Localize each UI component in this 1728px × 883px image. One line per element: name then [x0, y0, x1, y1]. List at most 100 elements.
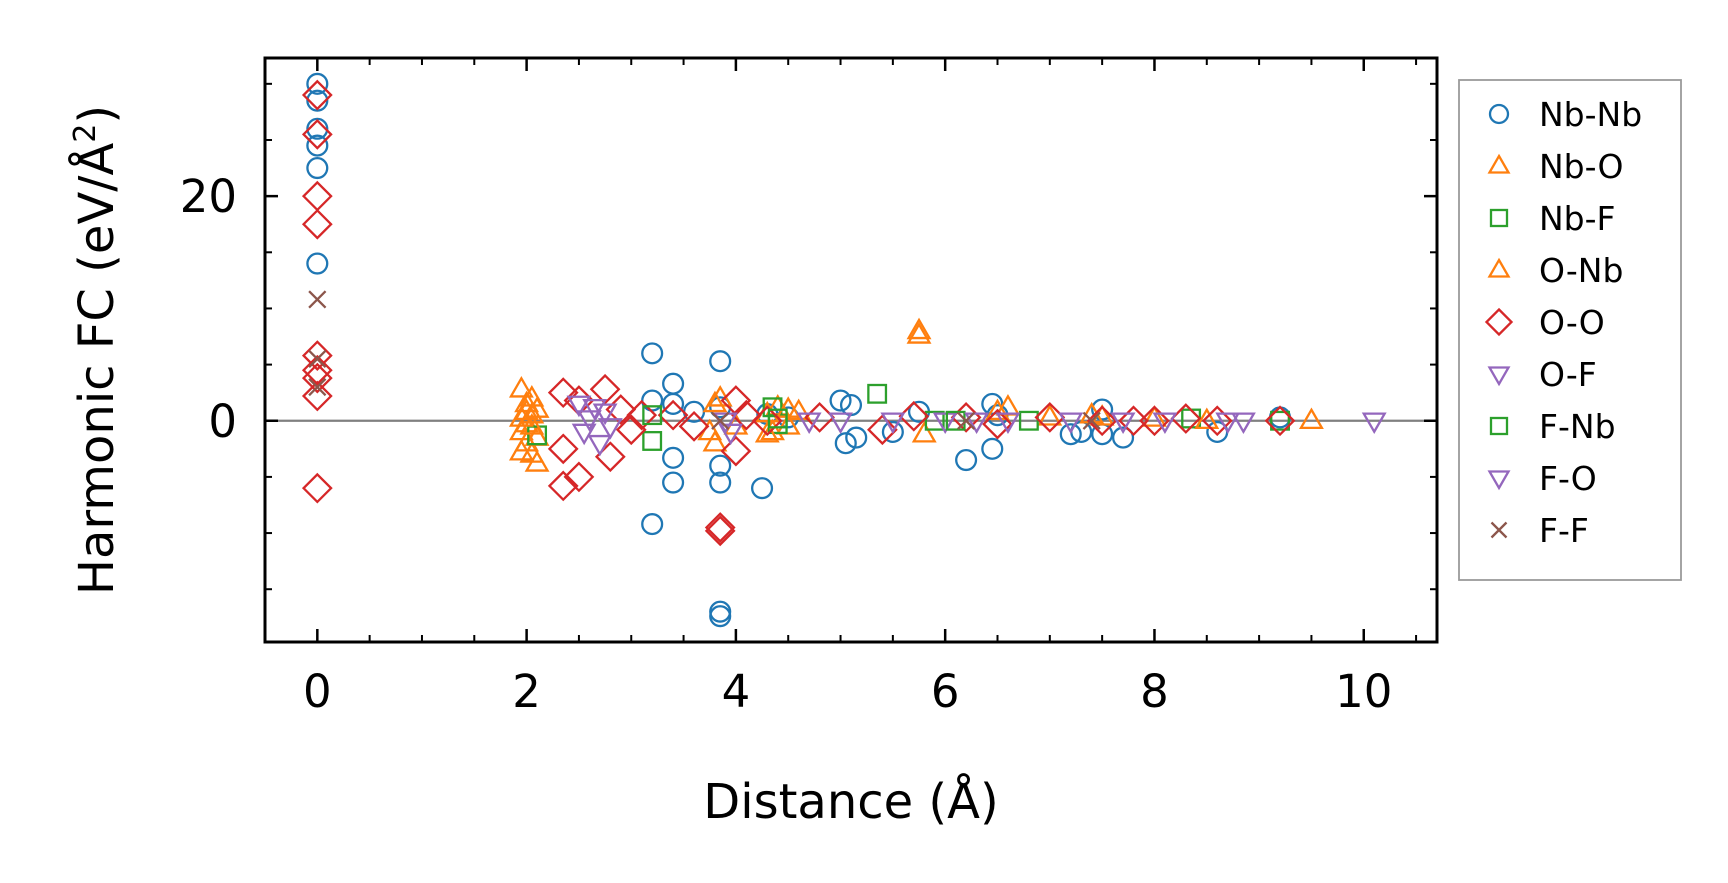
- legend-marker: [1489, 208, 1509, 228]
- legend-label: F-O: [1539, 459, 1597, 498]
- data-point: [626, 399, 658, 431]
- data-point: [597, 418, 623, 440]
- data-point: [1215, 412, 1241, 435]
- legend-label: Nb-Nb: [1539, 95, 1642, 134]
- x-tick-label: 4: [722, 665, 751, 718]
- data-point: [301, 79, 333, 111]
- data-point: [924, 410, 945, 431]
- legend-marker: [1487, 257, 1511, 278]
- data-point: [760, 418, 785, 441]
- data-point: [306, 134, 329, 157]
- data-point: [301, 180, 333, 212]
- data-point: [308, 377, 327, 397]
- data-point: [657, 399, 689, 431]
- data-point: [709, 471, 732, 494]
- data-point: [642, 405, 663, 426]
- data-point: [1270, 410, 1290, 431]
- legend-item-nb-f: Nb-F: [1489, 199, 1616, 238]
- data-point: [709, 605, 732, 628]
- data-point: [709, 350, 732, 373]
- legend-marker: [1484, 307, 1514, 337]
- data-point: [704, 512, 736, 543]
- data-point: [1142, 405, 1167, 427]
- data-point: [775, 396, 801, 418]
- series-o-nb: [508, 390, 1220, 443]
- axis-ticks: 0 2 4 6 8 10 0 20: [180, 58, 1437, 718]
- data-point: [547, 470, 579, 502]
- data-point: [678, 410, 710, 442]
- data-point: [301, 380, 333, 412]
- series-f-o: [582, 398, 1256, 440]
- x-tick-label: 0: [303, 665, 332, 718]
- axis-labels: Distance (Å) Harmonic FC (eV/Å2): [68, 105, 999, 830]
- data-point: [662, 446, 685, 469]
- data-point: [571, 423, 597, 446]
- legend-marker: [1487, 366, 1511, 387]
- data-point: [547, 433, 579, 465]
- legend-label: Nb-O: [1539, 147, 1623, 186]
- data-point: [1170, 403, 1202, 434]
- legend-item-f-nb: F-Nb: [1489, 407, 1616, 446]
- legend-marker: [1489, 416, 1509, 436]
- data-point: [301, 118, 333, 150]
- series-nb-o: [508, 317, 1324, 472]
- data-point: [1194, 407, 1220, 430]
- data-point: [589, 373, 621, 405]
- data-point: [1152, 412, 1178, 435]
- data-point: [508, 438, 534, 461]
- x-tick-label: 8: [1140, 665, 1169, 718]
- data-point: [932, 412, 958, 435]
- data-point: [730, 399, 762, 431]
- data-point: [1018, 410, 1039, 431]
- data-point: [796, 412, 822, 435]
- data-point: [306, 72, 329, 95]
- data-point: [306, 117, 329, 140]
- data-point: [751, 405, 783, 437]
- x-tick-label: 2: [512, 665, 541, 718]
- data-point: [301, 362, 333, 394]
- legend-marker: [1490, 521, 1508, 539]
- data-point: [1118, 405, 1149, 437]
- data-point: [711, 411, 730, 430]
- data-point: [957, 411, 976, 430]
- legend-item-f-f: F-F: [1490, 511, 1589, 550]
- data-point: [702, 429, 728, 452]
- data-point: [911, 420, 937, 443]
- data-point: [704, 515, 736, 547]
- data-point: [720, 435, 752, 467]
- legend-marker: [1487, 153, 1511, 174]
- data-point: [1298, 407, 1324, 430]
- legend-item-nb-nb: Nb-Nb: [1488, 95, 1642, 134]
- legend-item-f-o: F-O: [1487, 459, 1597, 498]
- data-point: [662, 392, 685, 415]
- legend-item-nb-o: Nb-O: [1487, 147, 1623, 186]
- data-point: [306, 252, 329, 275]
- data-point: [709, 454, 732, 477]
- data-point: [519, 413, 545, 435]
- data-point: [582, 398, 608, 421]
- series-o-f: [566, 395, 1387, 457]
- data-point: [718, 423, 744, 446]
- data-point: [563, 461, 595, 493]
- data-point: [834, 432, 857, 455]
- data-point: [592, 403, 618, 426]
- data-point: [301, 472, 333, 504]
- legend-item-o-o: O-O: [1484, 303, 1605, 342]
- legend-label: O-Nb: [1539, 251, 1623, 290]
- data-point: [1361, 412, 1387, 435]
- data-point: [881, 420, 904, 444]
- legend-label: Nb-F: [1539, 199, 1616, 238]
- data-point: [1086, 405, 1118, 437]
- data-point: [301, 354, 333, 386]
- data-point: [301, 340, 333, 371]
- data-point: [955, 449, 978, 472]
- data-point: [906, 322, 932, 344]
- data-point: [641, 342, 664, 365]
- data-point: [308, 349, 327, 369]
- y-axis-title-sup: 2: [68, 124, 103, 143]
- data-point: [566, 395, 592, 418]
- data-point: [641, 513, 664, 536]
- data-point: [880, 412, 906, 435]
- x-tick-label: 6: [931, 665, 960, 718]
- data-point: [594, 441, 626, 473]
